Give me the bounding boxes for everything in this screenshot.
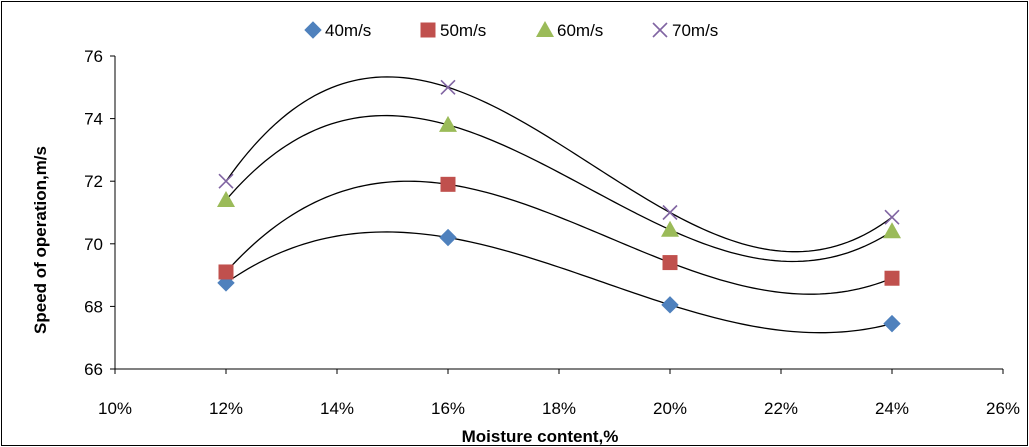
x-axis: 10% 12% 14% 16% 18% 20% 22% 24% 26%	[98, 368, 1020, 418]
legend-item: 50m/s	[420, 21, 486, 40]
legend-marker	[536, 21, 554, 37]
data-point-50m/s	[884, 270, 900, 286]
data-point-60m/s	[883, 222, 901, 239]
x-tick-label: 14%	[320, 399, 354, 418]
data-point-70m/s	[440, 79, 456, 95]
data-point-60m/s	[217, 190, 235, 207]
data-point-50m/s	[662, 255, 678, 271]
legend-marker	[420, 22, 436, 38]
data-point-40m/s	[661, 296, 679, 314]
data-point-60m/s	[661, 220, 679, 237]
marker-stroke	[662, 204, 678, 221]
legend-label: 50m/s	[440, 21, 486, 40]
x-tick-label: 24%	[875, 399, 909, 418]
data-point-50m/s	[440, 176, 456, 192]
marker-stroke	[652, 22, 668, 38]
legend-label: 40m/s	[325, 21, 371, 40]
x-tick-label: 22%	[764, 399, 798, 418]
legend: 40m/s 50m/s 60m/s 70m/s	[304, 21, 718, 40]
x-tick-label: 26%	[986, 399, 1020, 418]
data-point-40m/s	[439, 228, 457, 247]
x-tick-label: 18%	[542, 399, 576, 418]
trendline-50m/s	[225, 180, 893, 295]
y-tick-label: 68	[84, 297, 103, 316]
y-tick-label: 76	[84, 47, 103, 66]
y-tick-label: 72	[84, 172, 103, 191]
y-axis-title: Speed of operation,m/s	[31, 146, 50, 334]
y-tick-label: 74	[84, 110, 103, 129]
data-point-50m/s	[218, 264, 234, 280]
data-markers	[217, 79, 901, 333]
legend-label: 60m/s	[557, 21, 603, 40]
legend-item: 40m/s	[304, 21, 371, 40]
legend-label: 70m/s	[672, 21, 718, 40]
data-point-40m/s	[883, 314, 901, 333]
marker-stroke	[218, 173, 234, 189]
x-axis-title: Moisture content,%	[462, 427, 619, 446]
trendline-70m/s	[225, 76, 893, 253]
trendlines	[225, 76, 893, 334]
x-tick-label: 12%	[209, 399, 243, 418]
trendline-60m/s	[225, 114, 893, 263]
data-point-70m/s	[218, 173, 234, 189]
y-axis: 66 68 70 72 74 76	[84, 47, 116, 379]
marker-stroke	[884, 209, 900, 225]
x-tick-label: 10%	[98, 399, 132, 418]
legend-marker	[652, 22, 668, 38]
trendline-40m/s	[225, 231, 893, 334]
data-point-70m/s	[884, 209, 900, 225]
legend-marker	[304, 21, 322, 39]
data-point-70m/s	[662, 204, 678, 221]
legend-item: 60m/s	[536, 21, 603, 40]
legend-item: 70m/s	[652, 21, 718, 40]
y-tick-label: 66	[84, 360, 103, 379]
y-tick-label: 70	[84, 235, 103, 254]
x-tick-label: 20%	[653, 399, 687, 418]
data-point-60m/s	[439, 115, 457, 132]
x-tick-label: 16%	[431, 399, 465, 418]
marker-stroke	[440, 79, 456, 95]
